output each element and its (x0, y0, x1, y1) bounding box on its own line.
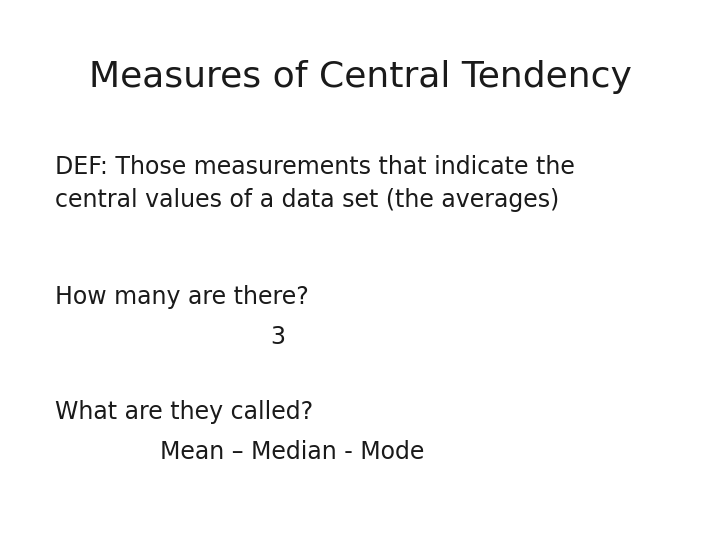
Text: DEF: Those measurements that indicate the
central values of a data set (the aver: DEF: Those measurements that indicate th… (55, 155, 575, 213)
Text: How many are there?: How many are there? (55, 285, 309, 309)
Text: Measures of Central Tendency: Measures of Central Tendency (89, 60, 631, 94)
Text: 3: 3 (270, 325, 285, 349)
Text: What are they called?: What are they called? (55, 400, 313, 424)
Text: Mean – Median - Mode: Mean – Median - Mode (160, 440, 424, 464)
